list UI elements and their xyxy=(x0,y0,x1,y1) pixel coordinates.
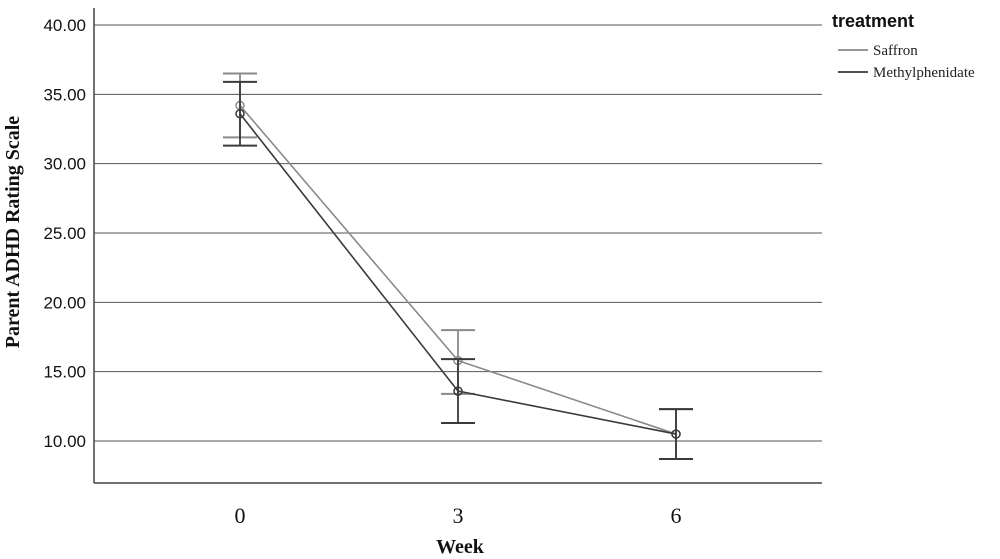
y-tick-label: 10.00 xyxy=(43,432,86,451)
y-tick-label: 35.00 xyxy=(43,85,86,104)
legend-label: Methylphenidate xyxy=(873,65,975,81)
legend: treatment Saffron Methylphenidate xyxy=(832,11,975,81)
y-tick-label: 20.00 xyxy=(43,293,86,312)
legend-label: Saffron xyxy=(873,43,918,59)
legend-items: Saffron Methylphenidate xyxy=(838,43,975,81)
y-tick-labels: 40.00 35.00 30.00 25.00 20.00 15.00 10.00 xyxy=(43,16,86,451)
y-tick-label: 30.00 xyxy=(43,155,86,174)
series xyxy=(223,72,693,461)
x-axis-title: Week xyxy=(436,536,485,558)
x-tick-labels: 0 3 6 xyxy=(235,503,682,528)
x-tick-label: 0 xyxy=(235,503,246,528)
x-tick-label: 6 xyxy=(671,503,682,528)
data-point xyxy=(453,386,463,396)
axes xyxy=(93,8,822,484)
data-point xyxy=(235,108,245,119)
series-methylphenidate xyxy=(223,80,693,461)
y-tick-label: 15.00 xyxy=(43,363,86,382)
legend-title: treatment xyxy=(832,11,914,31)
x-tick-label: 3 xyxy=(453,503,464,528)
y-tick-label: 40.00 xyxy=(43,16,86,35)
y-tick-label: 25.00 xyxy=(43,224,86,243)
y-axis-title: Parent ADHD Rating Scale xyxy=(2,116,24,349)
data-point xyxy=(671,429,681,439)
legend-item: Saffron xyxy=(838,43,918,59)
legend-item: Methylphenidate xyxy=(838,65,975,81)
